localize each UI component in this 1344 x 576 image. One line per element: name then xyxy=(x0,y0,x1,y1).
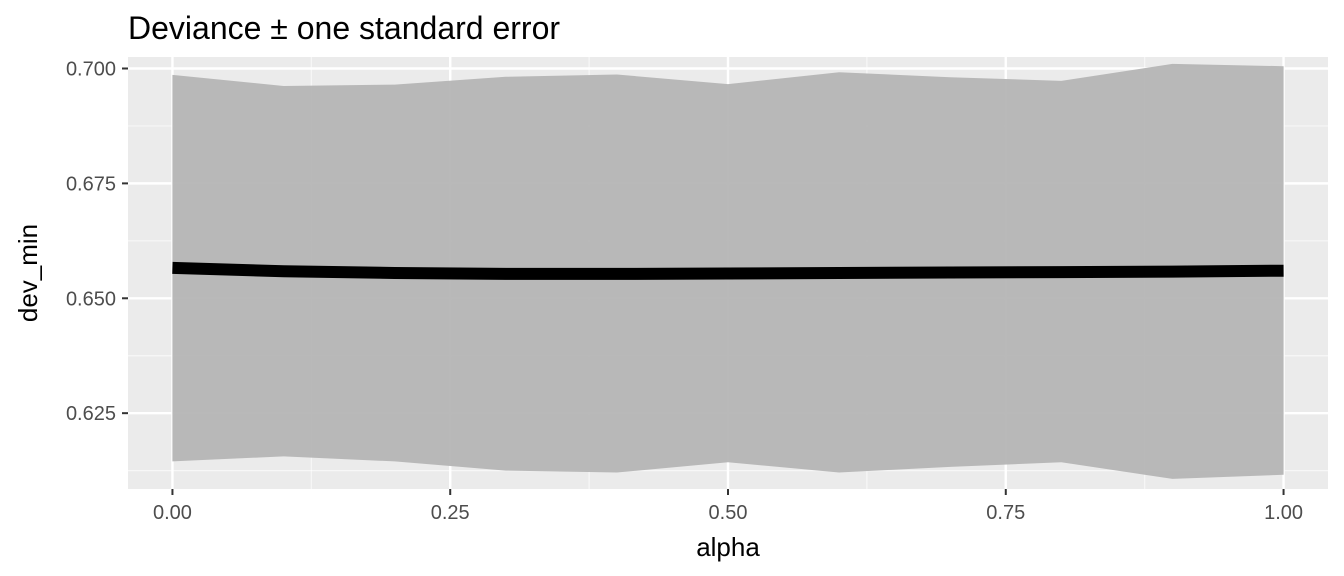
x-tick-label: 1.00 xyxy=(1264,502,1303,524)
y-tick-label: 0.625 xyxy=(66,403,116,425)
y-tick-label: 0.700 xyxy=(66,58,116,80)
deviance-line xyxy=(172,261,1284,280)
x-axis-title: alpha xyxy=(696,532,760,562)
y-tick-label: 0.675 xyxy=(66,173,116,195)
x-tick-label: 0.25 xyxy=(431,502,470,524)
y-axis-ticks: 0.625 0.650 0.675 0.700 xyxy=(66,58,128,425)
chart-title: Deviance ± one standard error xyxy=(128,10,560,46)
x-axis-ticks: 0.00 0.25 0.50 0.75 1.00 xyxy=(153,489,1303,524)
x-tick-label: 0.50 xyxy=(709,502,748,524)
x-tick-label: 0.75 xyxy=(986,502,1025,524)
y-axis-title: dev_min xyxy=(13,224,43,322)
x-tick-label: 0.00 xyxy=(153,502,192,524)
y-tick-label: 0.650 xyxy=(66,288,116,310)
